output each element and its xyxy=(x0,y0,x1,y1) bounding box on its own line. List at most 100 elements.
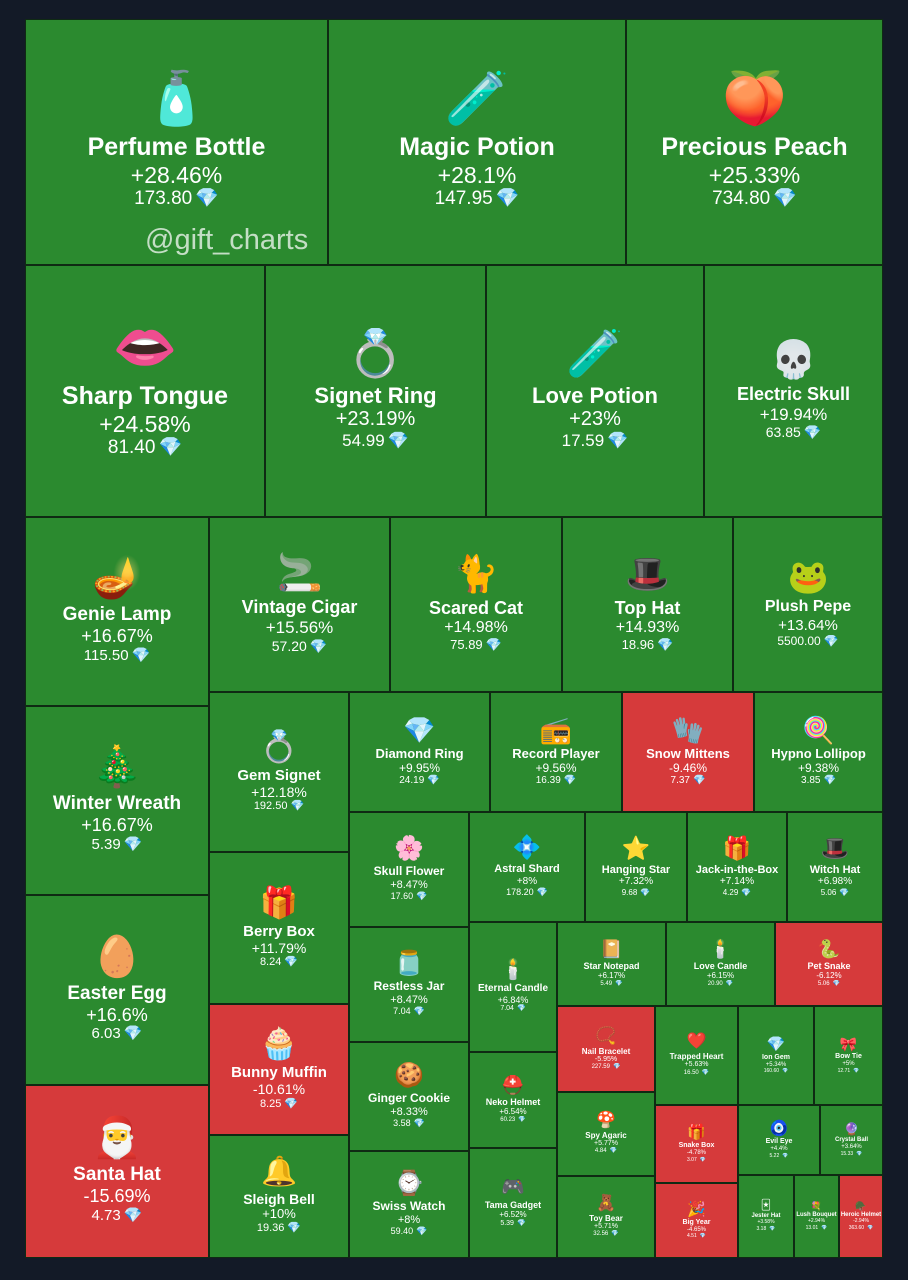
gift-name: Spy Agaric xyxy=(585,1130,627,1140)
price-amount: 8.25 xyxy=(259,1097,282,1110)
gift-icon: 🎁 xyxy=(722,834,752,861)
gift-name: Toy Bear xyxy=(589,1213,623,1223)
price-change: +28.1% xyxy=(437,161,517,188)
tile-berry-box: 🎁 Berry Box +11.79% 8.24 💎 xyxy=(209,852,349,1004)
price-amount: 5.06 xyxy=(820,887,837,897)
gem-icon: 💎 xyxy=(309,637,328,654)
gem-icon: 💎 xyxy=(609,1148,618,1155)
gift-name: Winter Wreath xyxy=(52,793,182,815)
gem-icon: 💎 xyxy=(536,887,548,898)
gem-icon: 💎 xyxy=(284,1097,299,1110)
price-change: +5.71% xyxy=(594,1222,618,1230)
tile-ion-gem: 💎 Ion Gem +5.34% 160.60 💎 xyxy=(738,1006,814,1105)
price-value: 3.58 💎 xyxy=(393,1118,425,1129)
price-change: +7.32% xyxy=(618,876,654,888)
price-value: 20.90 💎 xyxy=(708,981,734,988)
price-value: 16.39 💎 xyxy=(536,775,576,787)
gift-name: Electric Skull xyxy=(736,383,851,404)
price-change: +12.18% xyxy=(251,783,307,800)
gift-name: Pet Snake xyxy=(807,961,851,972)
price-change: +16.6% xyxy=(86,1004,148,1025)
gift-name: Snake Box xyxy=(678,1142,715,1150)
tile-pet-snake: 🐍 Pet Snake -6.12% 5.06 💎 xyxy=(775,922,883,1006)
gift-icon: 🎄 xyxy=(92,745,142,790)
gem-icon: 💎 xyxy=(823,775,836,787)
gift-icon: 🕯️ xyxy=(709,939,732,960)
price-amount: 13.01 xyxy=(805,1224,819,1231)
price-amount: 7.04 xyxy=(393,1006,411,1017)
price-change: +8.47% xyxy=(390,878,428,891)
tile-star-notepad: 📔 Star Notepad +6.17% 5.49 💎 xyxy=(557,922,666,1006)
tile-jack-in-the-box: 🎁 Jack-in-the-Box +7.14% 4.29 💎 xyxy=(687,812,787,922)
tile-nail-bracelet: 📿 Nail Bracelet -5.95% 227.59 💎 xyxy=(557,1006,655,1092)
tile-astral-shard: 💠 Astral Shard +8% 178.20 💎 xyxy=(469,812,585,922)
price-amount: 4.29 xyxy=(722,887,739,897)
price-value: 5500.00 💎 xyxy=(777,634,838,648)
gift-icon: 📿 xyxy=(595,1025,617,1045)
price-value: 24.19 💎 xyxy=(399,775,439,787)
gift-name: Tama Gadget xyxy=(484,1200,542,1211)
gift-icon: 💀 xyxy=(770,338,817,380)
tile-crystal-ball: 🔮 Crystal Ball +3.64% 15.33 💎 xyxy=(820,1105,883,1175)
gift-name: Lush Bouquet xyxy=(796,1212,837,1219)
gift-icon: 💠 xyxy=(512,834,542,861)
gift-icon: 🍄 xyxy=(596,1111,616,1129)
price-amount: 32.56 xyxy=(593,1231,609,1238)
price-change: -6.12% xyxy=(816,971,842,981)
price-amount: 81.40 xyxy=(107,437,156,459)
price-change: +2.94% xyxy=(807,1218,826,1225)
price-amount: 15.33 xyxy=(840,1150,854,1157)
gift-icon: 🧪 xyxy=(444,70,510,128)
gift-icon: 💍 xyxy=(259,728,299,764)
price-value: 32.56 💎 xyxy=(593,1231,619,1238)
gem-icon: 💎 xyxy=(699,1156,706,1163)
gem-icon: 💎 xyxy=(832,980,841,987)
tile-winter-wreath: 🎄 Winter Wreath +16.67% 5.39 💎 xyxy=(25,706,209,895)
price-change: +8.33% xyxy=(390,1105,428,1118)
price-amount: 75.89 xyxy=(450,637,483,653)
price-value: 178.20 💎 xyxy=(506,887,548,898)
price-value: 734.80 💎 xyxy=(712,188,797,211)
tile-plush-pepe: 🐸 Plush Pepe +13.64% 5500.00 💎 xyxy=(733,517,883,692)
price-value: 7.37 💎 xyxy=(671,775,706,787)
gem-icon: 💎 xyxy=(741,887,752,897)
gift-name: Love Candle xyxy=(693,961,748,972)
price-amount: 24.19 xyxy=(399,775,425,787)
tile-electric-skull: 💀 Electric Skull +19.94% 63.85 💎 xyxy=(704,265,883,517)
price-value: 16.50 💎 xyxy=(684,1070,710,1077)
gem-icon: 💎 xyxy=(853,1067,860,1074)
gift-name: Snow Mittens xyxy=(646,745,730,761)
gem-icon: 💎 xyxy=(516,1005,526,1013)
gift-icon: 🥚 xyxy=(92,934,142,979)
price-amount: 5.22 xyxy=(769,1152,780,1159)
price-value: 5.06 💎 xyxy=(818,981,840,988)
gift-name: Perfume Bottle xyxy=(87,133,266,161)
gift-icon: 🎩 xyxy=(820,834,850,861)
gem-icon: 💎 xyxy=(495,188,520,210)
tile-big-year: 🎉 Big Year -4.65% 4.51 💎 xyxy=(655,1183,738,1258)
gift-icon: 💍 xyxy=(346,327,405,380)
gift-icon: 🪖 xyxy=(855,1201,867,1212)
gift-name: Astral Shard xyxy=(494,863,560,876)
treemap: 🧴 Perfume Bottle +28.46% 173.80 💎 🧪 Magic Poti… xyxy=(25,19,883,1258)
price-value: 54.99 💎 xyxy=(342,431,409,451)
price-value: 17.60 💎 xyxy=(391,891,428,902)
gift-icon: 🪔 xyxy=(92,556,142,601)
gift-icon: ❤️ xyxy=(686,1033,707,1051)
gift-name: Jack-in-the-Box xyxy=(695,863,779,876)
gem-icon: 💎 xyxy=(640,887,651,897)
price-change: +24.58% xyxy=(99,410,191,437)
price-value: 81.40 💎 xyxy=(108,437,182,460)
price-change: +8.47% xyxy=(390,993,428,1006)
price-change: +6.84% xyxy=(497,994,529,1005)
price-change: +9.38% xyxy=(797,760,840,775)
price-amount: 115.50 xyxy=(83,646,129,664)
gift-icon: 🍪 xyxy=(394,1061,424,1089)
price-amount: 7.37 xyxy=(670,775,690,787)
gift-icon: 👄 xyxy=(112,319,178,377)
price-amount: 5.39 xyxy=(91,835,121,853)
price-change: +5.77% xyxy=(594,1139,618,1147)
gift-name: Top Hat xyxy=(614,598,681,619)
gift-icon: 🎮 xyxy=(501,1177,525,1199)
tile-jester-hat: 🃏 Jester Hat +3.58% 3.18 💎 xyxy=(738,1175,794,1258)
